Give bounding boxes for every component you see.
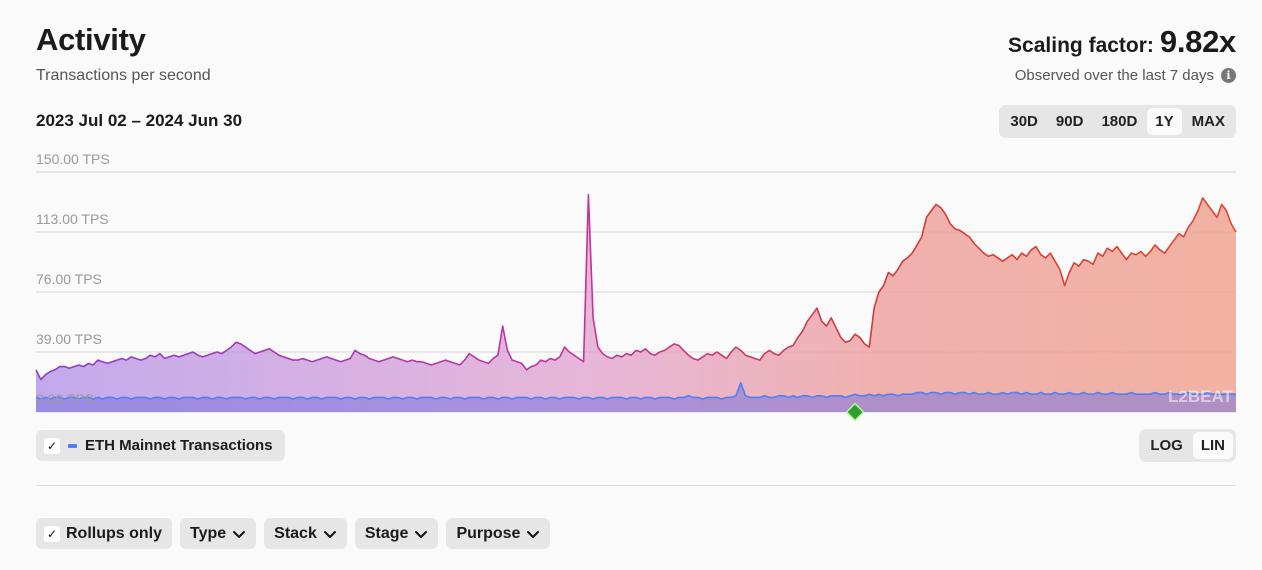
checkmark-icon: ✓ [44, 525, 60, 542]
chart-tick-labels: 150.00 TPS 113.00 TPS 76.00 TPS 39.00 TPS 2.… [36, 151, 110, 407]
chevron-down-icon [233, 530, 246, 538]
scale-button-lin[interactable]: LIN [1192, 432, 1233, 459]
observed-text: Observed over the last 7 days [1014, 67, 1214, 84]
chart-areas [35, 193, 1237, 412]
divider [36, 485, 1236, 486]
time-range-selector: 30D 90D 180D 1Y MAX [999, 105, 1236, 138]
info-icon[interactable]: i [1221, 68, 1236, 83]
chevron-down-icon [527, 530, 540, 538]
filter-bar: ✓ Rollups only Type Stack Stage Purpose [36, 518, 551, 549]
checkmark-icon: ✓ [44, 437, 60, 454]
series-line-layer-2s [35, 193, 1237, 381]
type-dropdown-label: Type [190, 524, 227, 542]
activity-chart[interactable]: 150.00 TPS 113.00 TPS 76.00 TPS 39.00 TPS 2.… [0, 140, 1262, 430]
legend-eth-mainnet-toggle[interactable]: ✓ ETH Mainnet Transactions [36, 430, 285, 461]
stage-dropdown-label: Stage [364, 524, 409, 542]
scaling-factor-label: Scaling factor: [1008, 34, 1154, 57]
page-title: Activity [36, 22, 146, 57]
stage-dropdown[interactable]: Stage [354, 518, 439, 549]
legend-swatch [68, 443, 77, 448]
scale-selector: LOG LIN [1139, 429, 1236, 462]
range-button-90d[interactable]: 90D [1055, 113, 1084, 130]
y-tick-label: 113.00 TPS [36, 211, 109, 227]
series-area-layer-2s [36, 194, 1236, 412]
range-button-1y[interactable]: 1Y [1147, 108, 1182, 135]
y-tick-label: 2.00 TPS [36, 391, 94, 407]
range-button-max[interactable]: MAX [1191, 113, 1225, 130]
scaling-factor: Scaling factor: 9.82x [1008, 24, 1236, 60]
type-dropdown[interactable]: Type [180, 518, 257, 549]
rollups-only-label: Rollups only [66, 524, 162, 542]
y-tick-label: 39.00 TPS [36, 331, 102, 347]
date-range: 2023 Jul 02 – 2024 Jun 30 [36, 111, 243, 130]
stack-dropdown[interactable]: Stack [264, 518, 347, 549]
y-tick-label: 150.00 TPS [36, 151, 110, 167]
y-tick-label: 76.00 TPS [36, 271, 102, 287]
range-button-180d[interactable]: 180D [1101, 113, 1138, 130]
series-line-eth-mainnet [35, 382, 1236, 400]
rollups-only-checkbox[interactable]: ✓ Rollups only [36, 518, 172, 549]
observed-note: Observed over the last 7 days i [1015, 67, 1236, 84]
chart-overlays: L2BEAT [845, 387, 1233, 422]
scaling-factor-value: 9.82x [1159, 24, 1236, 59]
page-subtitle: Transactions per second [36, 67, 211, 84]
chevron-down-icon [415, 530, 428, 538]
range-button-30d[interactable]: 30D [1010, 113, 1038, 130]
scale-button-log[interactable]: LOG [1150, 437, 1183, 454]
legend-label: ETH Mainnet Transactions [85, 437, 273, 454]
chevron-down-icon [323, 530, 336, 538]
l2beat-watermark: L2BEAT [1168, 387, 1233, 406]
purpose-dropdown-label: Purpose [456, 524, 521, 542]
stack-dropdown-label: Stack [274, 524, 317, 542]
purpose-dropdown[interactable]: Purpose [446, 518, 551, 549]
event-marker-icon[interactable] [845, 402, 865, 422]
